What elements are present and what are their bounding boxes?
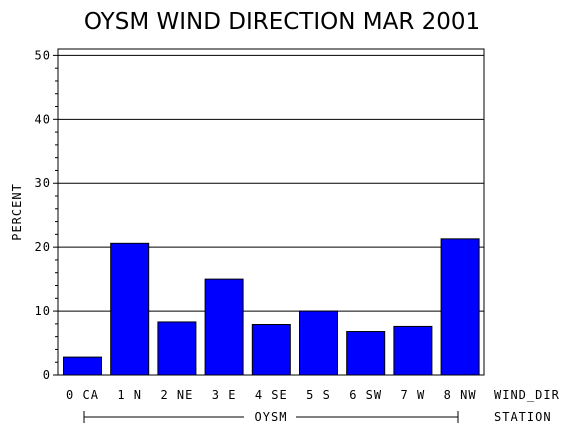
- bar: [393, 325, 433, 376]
- bar: [63, 356, 102, 376]
- x-tick-label: 8 NW: [444, 388, 477, 402]
- x-tick-label: 5 S: [306, 388, 331, 402]
- x-tick-label: 7 W: [401, 388, 426, 402]
- x-axis-label: WIND_DIR: [494, 388, 560, 402]
- group-label: OYSM: [255, 410, 288, 424]
- x-tick-label: 0 CA: [66, 388, 99, 402]
- y-tick-label: 20: [35, 240, 51, 254]
- x-tick-label: 6 SW: [349, 388, 382, 402]
- group-label-background: [244, 409, 296, 425]
- bar: [299, 310, 338, 376]
- bars: [63, 238, 480, 376]
- y-axis: 0 10 20 30 40 50: [35, 48, 58, 382]
- x-tick-labels: 0 CA 1 N 2 NE 3 E 4 SE 5 S 6 SW 7 W 8 NW: [66, 388, 477, 402]
- bar: [346, 331, 386, 376]
- group-axis-label: STATION: [494, 410, 552, 424]
- bar: [157, 321, 197, 376]
- bar: [440, 238, 480, 376]
- bar: [110, 242, 150, 376]
- y-axis-label: PERCENT: [10, 183, 24, 241]
- plot-frame: [57, 48, 485, 376]
- y-tick-label: 40: [35, 112, 51, 126]
- y-tick-label: 50: [35, 48, 51, 62]
- y-tick-label: 10: [35, 304, 51, 318]
- chart-title: OYSM WIND DIRECTION MAR 2001: [84, 9, 480, 35]
- x-tick-label: 4 SE: [255, 388, 288, 402]
- x-tick-label: 1 N: [117, 388, 142, 402]
- bar: [251, 324, 291, 376]
- y-tick-label: 30: [35, 176, 51, 190]
- y-tick-label: 0: [43, 368, 51, 382]
- bar: [204, 278, 244, 376]
- x-tick-label: 3 E: [212, 388, 237, 402]
- x-tick-label: 2 NE: [160, 388, 193, 402]
